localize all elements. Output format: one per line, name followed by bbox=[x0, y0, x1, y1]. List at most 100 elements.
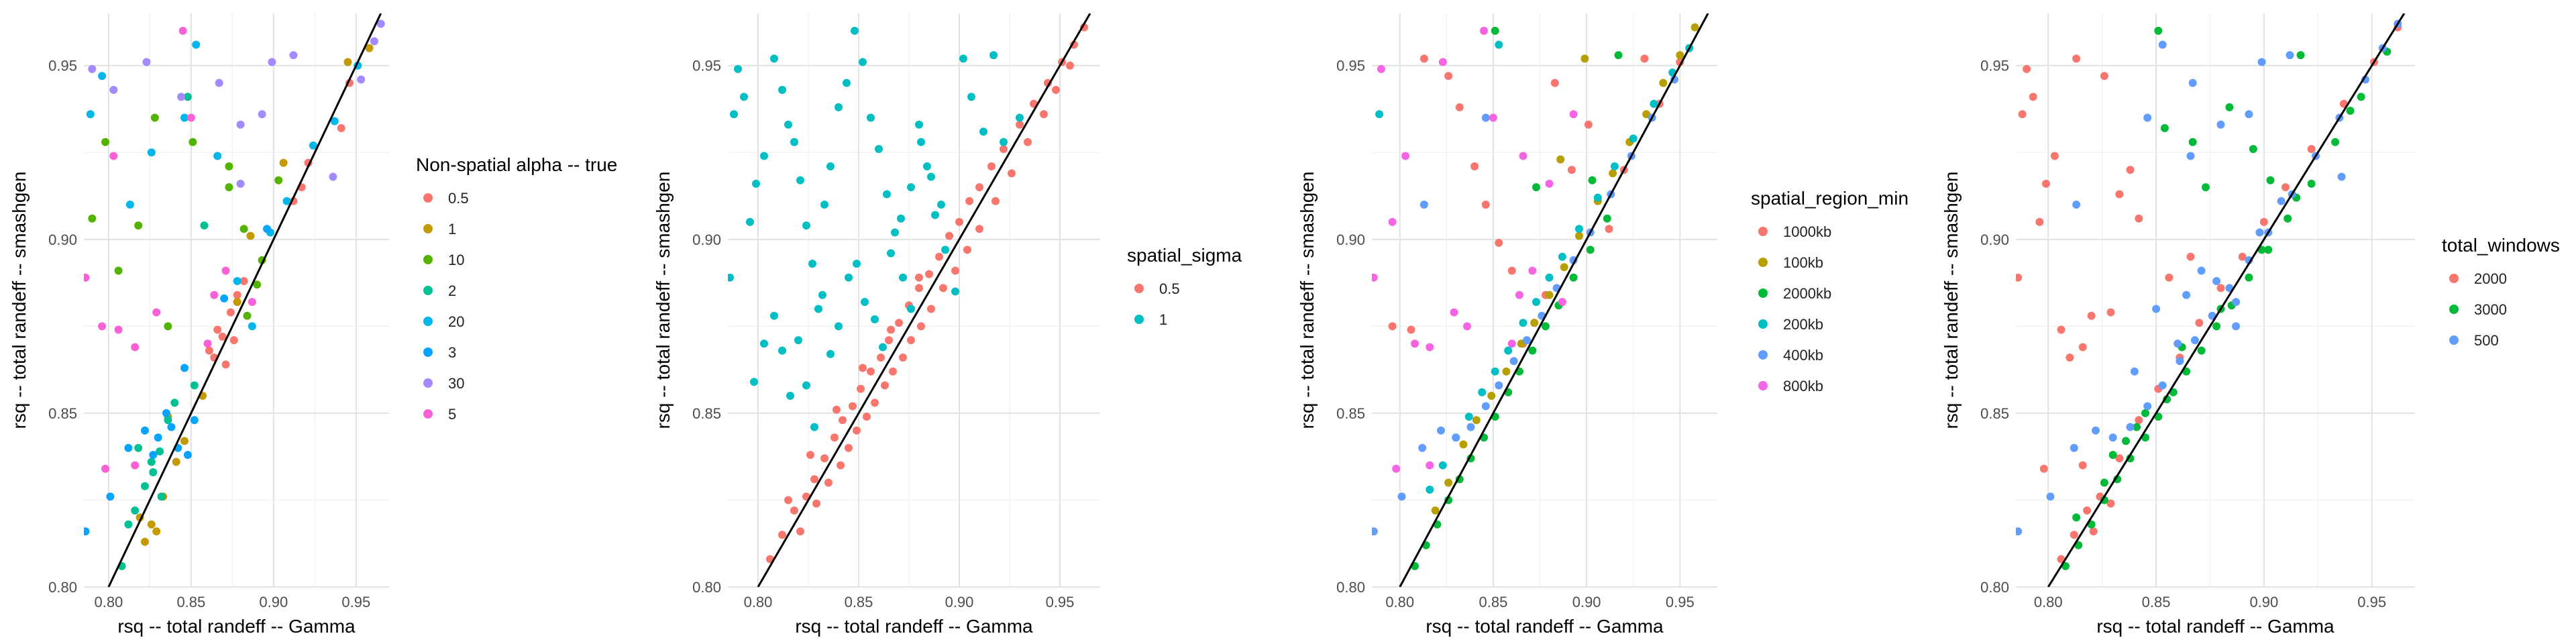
data-point bbox=[134, 443, 143, 452]
data-point bbox=[2035, 217, 2044, 226]
legend-title: spatial_region_min bbox=[1751, 188, 1909, 209]
data-point bbox=[2216, 284, 2225, 292]
data-point bbox=[1426, 343, 1434, 352]
x-tick-label: 0.80 bbox=[1385, 594, 1414, 610]
series-0.5 bbox=[205, 78, 354, 369]
data-point bbox=[810, 475, 818, 484]
data-point bbox=[806, 451, 814, 460]
data-point bbox=[1463, 322, 1471, 331]
data-point bbox=[845, 273, 853, 282]
data-point bbox=[812, 499, 820, 508]
data-point bbox=[221, 266, 230, 275]
data-point bbox=[935, 252, 943, 261]
data-point bbox=[2050, 152, 2059, 160]
data-point bbox=[1519, 319, 1527, 327]
data-point bbox=[1040, 110, 1048, 119]
data-point bbox=[2154, 26, 2163, 35]
data-point bbox=[923, 162, 931, 170]
y-tick-label: 0.80 bbox=[48, 579, 77, 596]
data-point bbox=[1502, 367, 1511, 376]
data-point bbox=[156, 447, 164, 455]
data-point bbox=[2018, 110, 2027, 119]
data-point bbox=[808, 260, 816, 268]
legend-label: 400kb bbox=[1783, 347, 1823, 364]
data-point bbox=[149, 451, 158, 460]
data-point bbox=[955, 217, 963, 226]
data-point bbox=[730, 110, 738, 119]
data-point bbox=[2331, 138, 2339, 146]
data-point bbox=[134, 221, 143, 230]
data-point bbox=[927, 305, 935, 313]
data-point bbox=[1401, 152, 1410, 160]
data-point bbox=[233, 298, 241, 307]
x-tick-label: 0.85 bbox=[1479, 594, 1508, 610]
data-point bbox=[192, 40, 201, 49]
data-point bbox=[1610, 162, 1619, 170]
data-point bbox=[833, 405, 841, 414]
data-point bbox=[963, 246, 971, 254]
series-1 bbox=[728, 26, 1024, 431]
data-point bbox=[330, 117, 339, 125]
data-point bbox=[2286, 51, 2294, 60]
data-point bbox=[1614, 51, 1623, 60]
data-point bbox=[889, 367, 897, 376]
data-point bbox=[2238, 252, 2247, 261]
data-point bbox=[1659, 78, 1668, 87]
data-point bbox=[337, 124, 345, 132]
data-point bbox=[1609, 169, 1617, 178]
data-point bbox=[1586, 246, 1595, 254]
data-point bbox=[1580, 54, 1589, 63]
legend-key bbox=[1758, 319, 1768, 329]
data-point bbox=[1560, 263, 1568, 272]
data-point bbox=[784, 496, 792, 504]
data-point bbox=[786, 392, 794, 400]
data-point bbox=[1509, 357, 1518, 366]
data-point bbox=[1487, 392, 1496, 400]
data-point bbox=[88, 214, 97, 223]
data-point bbox=[2108, 451, 2117, 460]
data-point bbox=[778, 86, 786, 94]
data-point bbox=[180, 113, 189, 122]
gridlines bbox=[2016, 13, 2415, 588]
data-point bbox=[820, 454, 828, 463]
data-point bbox=[150, 113, 159, 122]
data-point bbox=[778, 531, 786, 539]
data-point bbox=[1558, 252, 1566, 261]
data-point bbox=[2122, 437, 2130, 445]
data-point bbox=[837, 461, 845, 470]
y-tick-label: 0.95 bbox=[1336, 58, 1365, 74]
x-tick-label: 0.95 bbox=[1666, 594, 1695, 610]
data-point bbox=[2023, 64, 2031, 73]
legend-key bbox=[1134, 315, 1144, 324]
points-layer bbox=[2016, 19, 2402, 570]
data-point bbox=[2266, 176, 2275, 184]
legend-key bbox=[423, 317, 433, 326]
data-point bbox=[2070, 443, 2078, 452]
data-point bbox=[863, 413, 871, 421]
data-point bbox=[180, 364, 189, 372]
data-point bbox=[1507, 339, 1516, 348]
data-point bbox=[1375, 110, 1384, 119]
data-point bbox=[236, 120, 245, 129]
data-point bbox=[2174, 339, 2182, 348]
legend-title: spatial_sigma bbox=[1127, 245, 1242, 266]
legend-key bbox=[423, 193, 433, 203]
y-tick-label: 0.80 bbox=[1980, 579, 2009, 596]
data-point bbox=[1438, 461, 1447, 470]
data-point bbox=[2190, 336, 2199, 345]
data-point bbox=[157, 492, 166, 501]
data-point bbox=[131, 506, 140, 515]
legend-key bbox=[2449, 274, 2459, 283]
data-point bbox=[1481, 201, 1490, 209]
x-tick-label: 0.85 bbox=[176, 594, 205, 610]
legend-label: 30 bbox=[448, 375, 464, 392]
data-point bbox=[1459, 440, 1468, 449]
data-point bbox=[190, 416, 199, 425]
legend-label: 10 bbox=[448, 252, 464, 268]
data-point bbox=[750, 378, 758, 386]
data-point bbox=[376, 19, 385, 28]
data-point bbox=[2072, 201, 2081, 209]
data-point bbox=[141, 426, 149, 435]
data-point bbox=[1372, 527, 1378, 536]
data-point bbox=[2186, 252, 2195, 261]
